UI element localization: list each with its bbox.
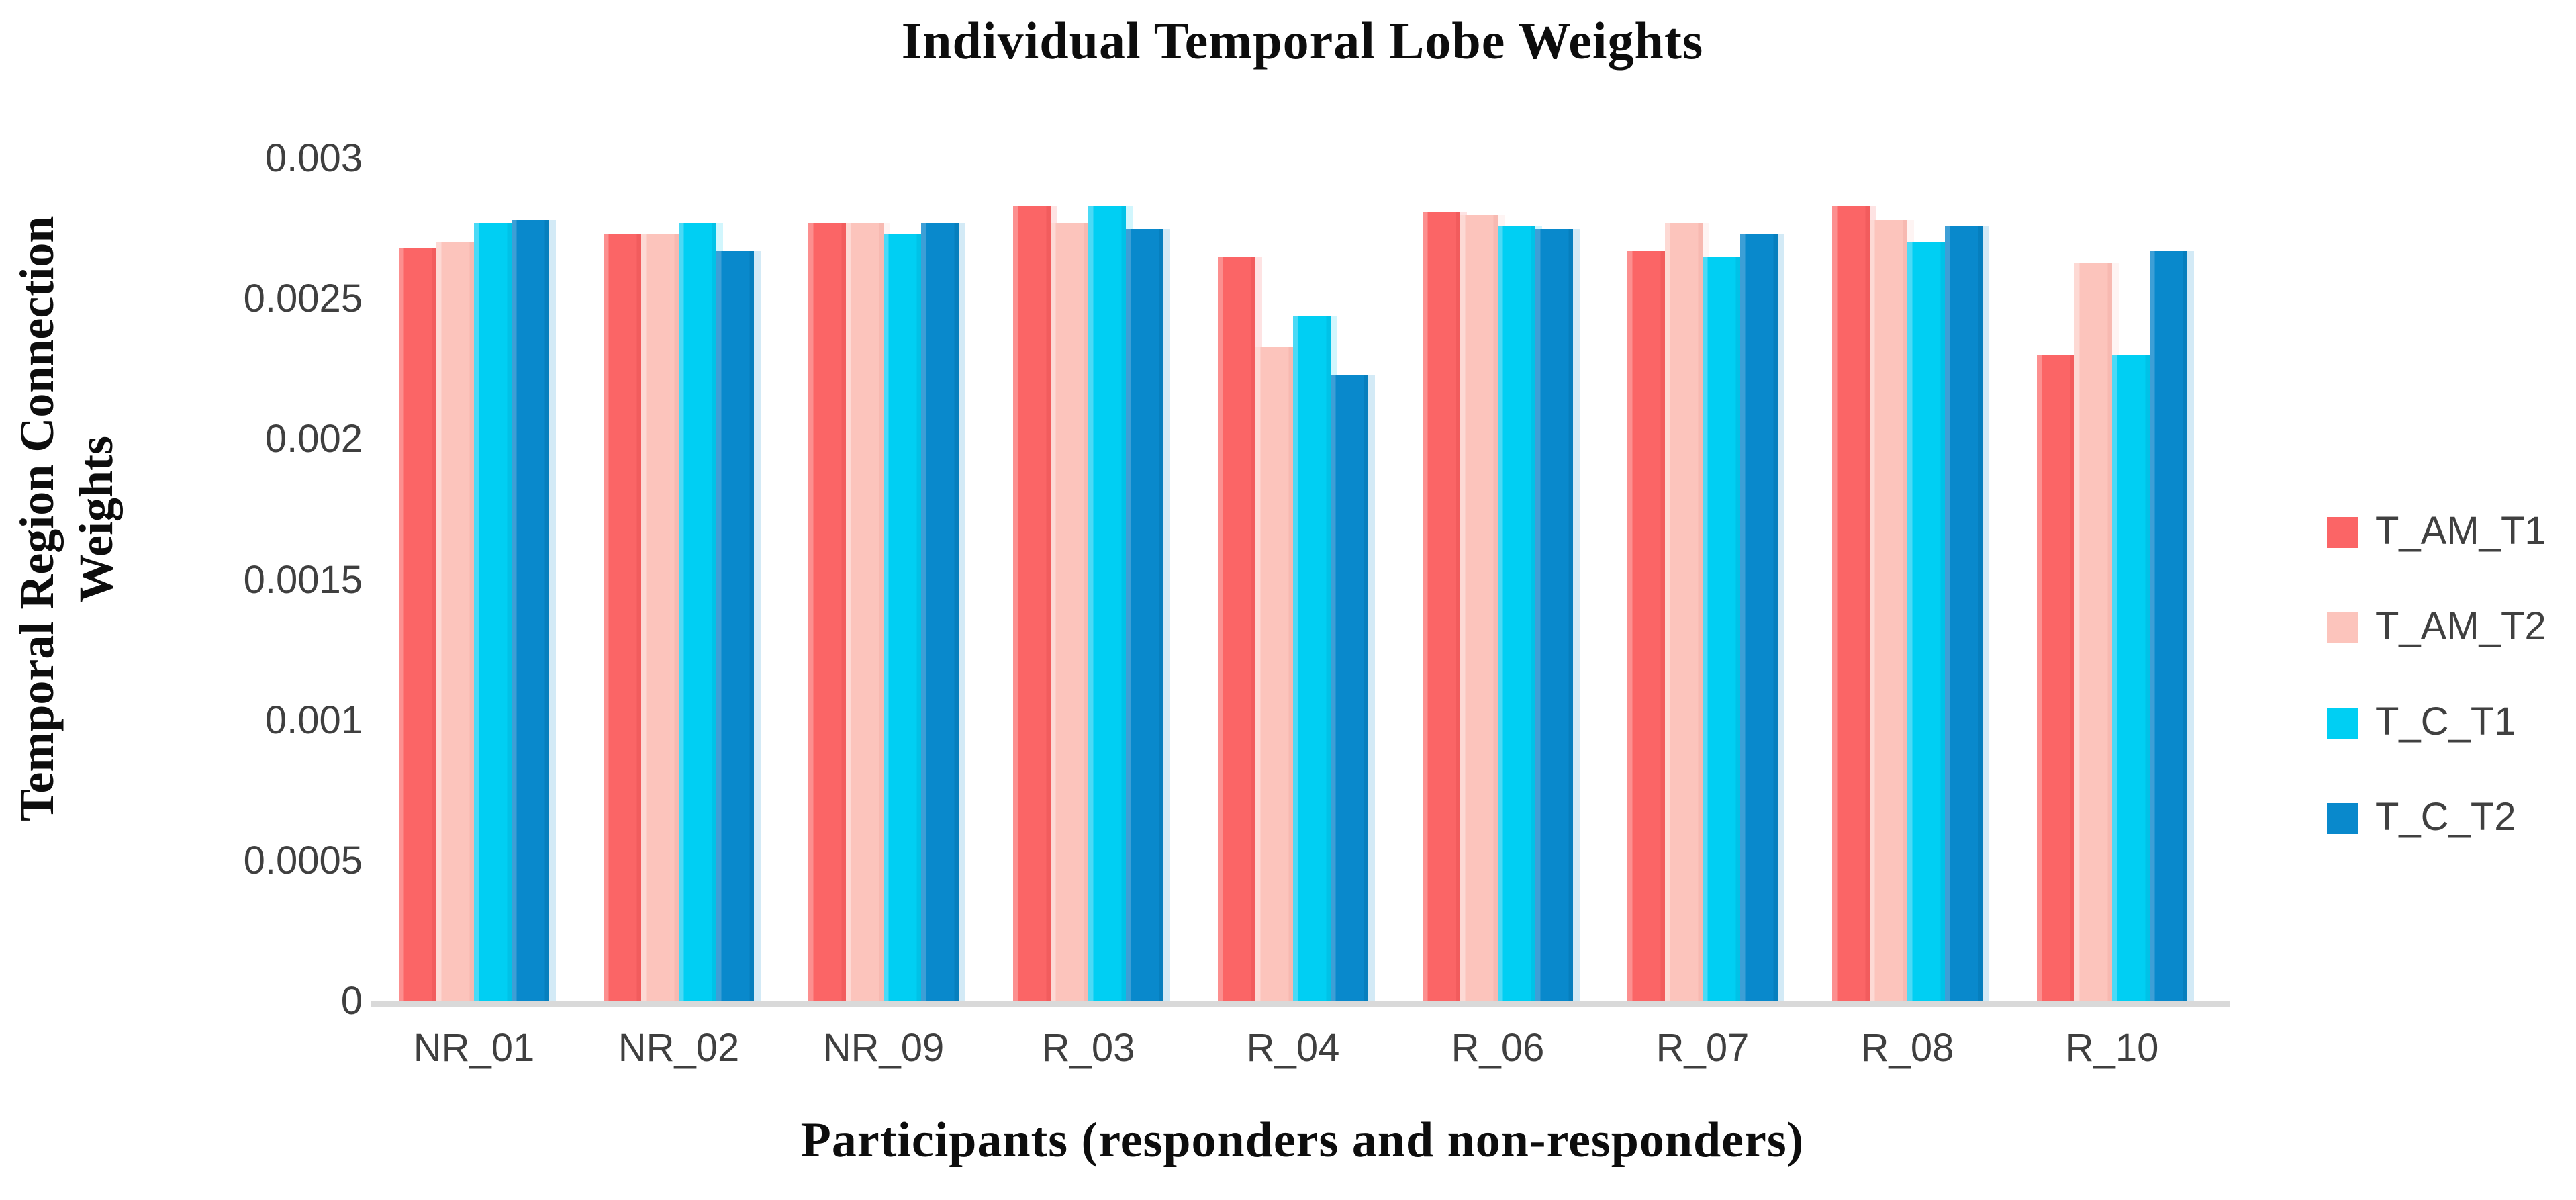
x-tick-label-R_10: R_10 (2065, 1026, 2159, 1070)
bar-T_C_T2-R_10 (2150, 251, 2187, 1001)
legend-label: T_C_T2 (2375, 795, 2516, 839)
x-tick-label-R_06: R_06 (1451, 1026, 1545, 1070)
bar-T_C_T1-R_04 (1293, 316, 1331, 1001)
bar-T_C_T2-NR_02 (716, 251, 754, 1001)
bar-T_C_T1-R_06 (1498, 226, 1535, 1001)
bar-T_AM_T1-R_03 (1013, 206, 1051, 1001)
bar-T_AM_T1-R_06 (1423, 212, 1460, 1001)
bar-T_C_T1-R_08 (1907, 242, 1945, 1001)
bar-T_AM_T1-NR_09 (808, 223, 846, 1001)
bar-T_AM_T2-NR_09 (846, 223, 884, 1001)
x-tick-label-R_08: R_08 (1860, 1026, 1954, 1070)
bar-T_C_T1-R_03 (1088, 206, 1126, 1001)
bar-T_AM_T2-R_03 (1051, 223, 1088, 1001)
bar-T_C_T2-R_03 (1126, 229, 1163, 1001)
y-tick-label: 0 (340, 979, 363, 1023)
bar-T_C_T2-R_07 (1740, 234, 1778, 1001)
bar-T_C_T1-R_07 (1703, 257, 1740, 1001)
x-tick-label-R_04: R_04 (1246, 1026, 1340, 1070)
x-axis-title: Participants (responders and non-respond… (800, 1113, 1805, 1168)
bar-T_C_T1-R_10 (2112, 355, 2150, 1001)
bar-T_AM_T2-NR_01 (436, 242, 474, 1001)
x-tick-label-NR_02: NR_02 (618, 1026, 740, 1070)
bar-T_C_T2-R_08 (1945, 226, 1983, 1001)
x-tick-label-NR_01: NR_01 (413, 1026, 535, 1070)
bar-T_AM_T2-R_04 (1255, 347, 1293, 1001)
y-axis-title-line-2: Weights (68, 435, 123, 602)
bar-T_AM_T1-NR_01 (399, 248, 436, 1001)
legend-label: T_AM_T2 (2375, 604, 2546, 648)
legend-label: T_C_T1 (2375, 700, 2516, 743)
legend-label: T_AM_T1 (2375, 509, 2546, 553)
y-tick-label: 0.0005 (243, 838, 363, 882)
bar-T_C_T2-R_06 (1535, 229, 1573, 1001)
bar-T_C_T1-NR_02 (679, 223, 716, 1001)
y-tick-label: 0.003 (265, 136, 363, 180)
bar-T_AM_T1-R_08 (1832, 206, 1870, 1001)
bar-T_AM_T2-NR_02 (641, 234, 679, 1001)
bar-T_AM_T1-NR_02 (604, 234, 641, 1001)
x-tick-label-NR_09: NR_09 (822, 1026, 945, 1070)
bar-T_AM_T1-R_04 (1218, 257, 1255, 1001)
legend-swatch-icon (2327, 708, 2358, 739)
bar-T_AM_T1-R_10 (2037, 355, 2074, 1001)
x-tick-label-R_03: R_03 (1041, 1026, 1135, 1070)
bar-T_C_T2-NR_09 (921, 223, 959, 1001)
y-tick-label: 0.0025 (243, 277, 363, 321)
bar-T_AM_T2-R_06 (1460, 215, 1498, 1001)
x-axis-line (371, 1001, 2230, 1007)
chart-title: Individual Temporal Lobe Weights (901, 11, 1704, 70)
legend-swatch-icon (2327, 612, 2358, 643)
y-axis-title-line-1: Temporal Region Connection (10, 216, 64, 822)
bar-T_C_T2-R_04 (1331, 375, 1368, 1001)
y-axis-title: Temporal Region Connection Weights (8, 165, 149, 873)
y-tick-label: 0.001 (265, 698, 363, 742)
bar-T_C_T1-NR_01 (474, 223, 512, 1001)
bar-T_AM_T2-R_10 (2074, 263, 2112, 1001)
bar-T_AM_T1-R_07 (1627, 251, 1665, 1001)
y-tick-label: 0.002 (265, 417, 363, 461)
y-tick-label: 0.0015 (243, 557, 363, 602)
legend-swatch-icon (2327, 517, 2358, 548)
legend-swatch-icon (2327, 803, 2358, 834)
bar-T_C_T1-NR_09 (884, 234, 921, 1001)
bar-T_AM_T2-R_08 (1870, 220, 1907, 1001)
x-tick-label-R_07: R_07 (1656, 1026, 1750, 1070)
bar-T_AM_T2-R_07 (1665, 223, 1703, 1001)
bar-T_C_T2-NR_01 (512, 220, 549, 1001)
